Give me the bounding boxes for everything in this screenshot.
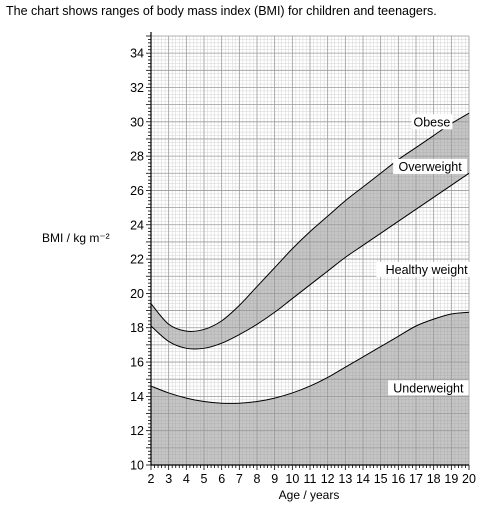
y-tick-label: 28 xyxy=(130,150,144,164)
region-labels: Underweight Healthy weight Overweight Obese xyxy=(376,114,477,396)
x-tick-label: 11 xyxy=(304,472,317,486)
x-tick-label: 15 xyxy=(374,472,388,486)
x-tick-label: 2 xyxy=(148,472,155,486)
y-axis-label: BMI / kg m⁻² xyxy=(42,231,110,245)
x-tick-label: 4 xyxy=(183,472,190,486)
y-tick-label: 18 xyxy=(130,321,144,335)
underweight-label: Underweight xyxy=(393,381,464,395)
overweight-band xyxy=(151,113,469,350)
x-tick-label: 10 xyxy=(285,472,299,486)
y-tick-label: 20 xyxy=(130,287,144,301)
y-tick-label: 30 xyxy=(130,115,144,129)
overweight-label-bg xyxy=(393,158,468,174)
boundary-line-1 xyxy=(150,311,470,404)
x-tick-label: 3 xyxy=(165,472,172,486)
healthy-weight-label-bg xyxy=(376,261,477,277)
x-tick-label: 17 xyxy=(409,472,423,486)
healthy-weight-label: Healthy weight xyxy=(386,263,469,277)
x-tick-label: 8 xyxy=(254,472,261,486)
y-tick-label: 14 xyxy=(130,390,144,404)
intro-text: The chart shows ranges of body mass inde… xyxy=(6,4,437,18)
y-tick-label: 34 xyxy=(130,47,144,61)
y-tick-label: 26 xyxy=(130,184,144,198)
overweight-label: Overweight xyxy=(399,160,463,174)
y-tick-label: 16 xyxy=(130,356,144,370)
y-tick-label: 12 xyxy=(130,424,144,438)
x-tick-label: 7 xyxy=(236,472,243,486)
underweight-label-bg xyxy=(388,380,469,396)
shaded-bands xyxy=(151,113,469,465)
x-tick-label: 12 xyxy=(321,472,335,486)
x-tick-label: 18 xyxy=(427,472,441,486)
obese-label: Obese xyxy=(413,115,450,129)
x-tick-label: 14 xyxy=(356,472,370,486)
x-tick-label: 20 xyxy=(462,472,476,486)
x-tick-label: 9 xyxy=(271,472,278,486)
x-tick-label: 6 xyxy=(218,472,225,486)
y-tick-label: 32 xyxy=(130,81,144,95)
x-tick-label: 5 xyxy=(201,472,208,486)
y-tick-label: 22 xyxy=(130,253,144,267)
boundary-lines xyxy=(150,112,470,404)
x-tick-label: 19 xyxy=(444,472,458,486)
x-tick-label: 16 xyxy=(391,472,405,486)
boundary-line-2 xyxy=(150,172,470,350)
underweight-band xyxy=(151,312,469,465)
x-axis-label: Age / years xyxy=(279,488,340,502)
y-tick-label: 24 xyxy=(130,218,144,232)
y-tick-label: 10 xyxy=(130,459,144,473)
boundary-line-3 xyxy=(150,112,470,332)
obese-label-bg xyxy=(411,114,453,130)
x-tick-label: 13 xyxy=(338,472,352,486)
